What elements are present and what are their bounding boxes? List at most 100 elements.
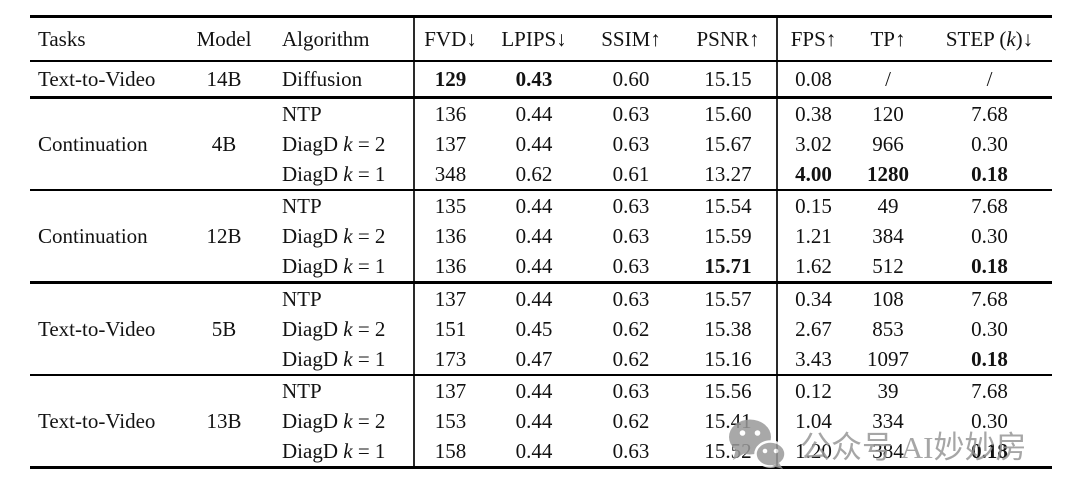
table-row: Continuation 12B DiagD k = 2 136 0.44 0.63 15.… bbox=[30, 221, 1052, 251]
cell-psnr: 15.16 bbox=[680, 344, 777, 376]
cell-fvd: 129 bbox=[413, 61, 486, 99]
cell-lpips: 0.44 bbox=[515, 101, 553, 126]
cell-task bbox=[30, 251, 196, 284]
cell-algorithm: DiagD k = 1 bbox=[252, 251, 414, 284]
cell-step: 0.30 bbox=[971, 131, 1008, 156]
cell-psnr: 13.27 bbox=[680, 159, 777, 191]
cell-algorithm: NTP bbox=[282, 286, 322, 311]
cell-ssim: 0.63 bbox=[612, 223, 650, 248]
table-body: Text-to-Video 14B Diffusion 129 0.43 0.60 15.1… bbox=[30, 61, 1052, 469]
cell-fps: 0.12 bbox=[776, 375, 849, 406]
cell-fvd: 137 bbox=[413, 282, 486, 314]
cell-tp: 966 bbox=[872, 131, 904, 156]
cell-fvd: 136 bbox=[413, 221, 486, 251]
cell-algorithm: NTP bbox=[282, 378, 322, 403]
cell-task bbox=[30, 436, 196, 469]
cell-fvd: 153 bbox=[413, 406, 486, 436]
cell-fps: 1.21 bbox=[776, 221, 849, 251]
cell-model bbox=[196, 251, 252, 284]
cell-algorithm: DiagD k = 1 bbox=[252, 436, 414, 469]
cell-model: 13B bbox=[206, 408, 242, 433]
cell-lpips: 0.44 bbox=[515, 408, 553, 433]
cell-model: 14B bbox=[196, 61, 252, 99]
cell-step: 0.18 bbox=[927, 344, 1052, 376]
table-row: Continuation 4B DiagD k = 2 137 0.44 0.63 15.6… bbox=[30, 129, 1052, 159]
table-row: DiagD k = 1 173 0.47 0.62 15.16 3.43 1097 0.18 bbox=[30, 344, 1052, 376]
cell-fps: 3.43 bbox=[776, 344, 849, 376]
cell-fvd: 135 bbox=[413, 190, 486, 221]
cell-fvd: 137 bbox=[413, 129, 486, 159]
cell-ssim: 0.63 bbox=[612, 131, 650, 156]
cell-lpips: 0.45 bbox=[515, 316, 553, 341]
cell-ssim: 0.62 bbox=[612, 408, 650, 433]
cell-task: Text-to-Video bbox=[38, 316, 156, 341]
cell-ssim: 0.63 bbox=[612, 101, 650, 126]
cell-task bbox=[30, 190, 196, 221]
cell-step: 7.68 bbox=[971, 193, 1008, 218]
cell-fvd: 158 bbox=[413, 436, 486, 469]
cell-lpips: 0.47 bbox=[486, 344, 582, 376]
cell-psnr: 15.52 bbox=[680, 436, 777, 469]
cell-fps: 0.38 bbox=[776, 97, 849, 129]
cell-fps: 0.08 bbox=[776, 61, 849, 99]
cell-lpips: 0.44 bbox=[515, 286, 553, 311]
cell-model: 5B bbox=[211, 316, 237, 341]
cell-fps: 1.04 bbox=[776, 406, 849, 436]
cell-fps: 0.15 bbox=[776, 190, 849, 221]
cell-tp: 334 bbox=[872, 408, 904, 433]
cell-model bbox=[196, 98, 252, 130]
cell-step: 0.18 bbox=[927, 251, 1052, 284]
column-header-fvd: FVD↓ bbox=[413, 16, 486, 62]
table-row: NTP 135 0.44 0.63 15.54 0.15 49 7.68 bbox=[30, 190, 1052, 221]
cell-lpips: 0.43 bbox=[486, 61, 582, 99]
cell-tp: 512 bbox=[849, 251, 927, 284]
cell-model bbox=[196, 344, 252, 376]
cell-algorithm: NTP bbox=[282, 193, 322, 218]
cell-algorithm: DiagD k = 2 bbox=[282, 316, 386, 341]
cell-tp: 120 bbox=[872, 101, 904, 126]
cell-task: Text-to-Video bbox=[30, 61, 196, 99]
cell-fps: 4.00 bbox=[776, 159, 849, 191]
cell-algorithm: NTP bbox=[282, 101, 322, 126]
cell-tp: 384 bbox=[849, 436, 927, 469]
cell-step: 0.18 bbox=[927, 436, 1052, 469]
column-header-step: STEP (k)↓ bbox=[927, 16, 1052, 62]
cell-tp: 39 bbox=[877, 378, 899, 403]
results-table: Tasks Model Algorithm FVD↓ LPIPS↓ SSIM↑ PSNR↑ F… bbox=[30, 15, 1052, 469]
cell-ssim: 0.63 bbox=[612, 286, 650, 311]
cell-model bbox=[196, 190, 252, 221]
cell-task: Continuation bbox=[38, 223, 148, 248]
cell-tp: / bbox=[849, 61, 927, 99]
cell-ssim: 0.62 bbox=[612, 316, 650, 341]
cell-algorithm: DiagD k = 1 bbox=[252, 159, 414, 191]
cell-ssim: 0.62 bbox=[582, 344, 680, 376]
cell-step: 7.68 bbox=[971, 101, 1008, 126]
cell-fps: 1.62 bbox=[776, 251, 849, 284]
cell-step: 0.30 bbox=[971, 223, 1008, 248]
cell-psnr: 15.56 bbox=[704, 378, 752, 403]
cell-fvd: 151 bbox=[413, 314, 486, 344]
cell-algorithm: DiagD k = 2 bbox=[282, 408, 386, 433]
cell-psnr: 15.15 bbox=[680, 61, 777, 99]
column-header-model: Model bbox=[196, 16, 252, 62]
cell-fvd: 137 bbox=[413, 375, 486, 406]
cell-task bbox=[30, 344, 196, 376]
cell-fvd: 348 bbox=[413, 159, 486, 191]
cell-tp: 108 bbox=[872, 286, 904, 311]
cell-step: 7.68 bbox=[971, 286, 1008, 311]
cell-model bbox=[196, 375, 252, 406]
column-header-algorithm: Algorithm bbox=[252, 16, 414, 62]
cell-fps: 0.34 bbox=[776, 282, 849, 314]
cell-psnr: 15.38 bbox=[704, 316, 752, 341]
cell-task bbox=[30, 159, 196, 191]
cell-ssim: 0.63 bbox=[612, 378, 650, 403]
cell-lpips: 0.44 bbox=[515, 378, 553, 403]
cell-model: 12B bbox=[206, 223, 242, 248]
table-header-row: Tasks Model Algorithm FVD↓ LPIPS↓ SSIM↑ PSNR↑ F… bbox=[30, 16, 1052, 62]
cell-psnr: 15.71 bbox=[680, 251, 777, 284]
column-header-lpips: LPIPS↓ bbox=[486, 16, 582, 62]
cell-psnr: 15.54 bbox=[704, 193, 752, 218]
cell-psnr: 15.59 bbox=[704, 223, 752, 248]
cell-model bbox=[196, 159, 252, 191]
cell-algorithm: DiagD k = 2 bbox=[282, 223, 386, 248]
